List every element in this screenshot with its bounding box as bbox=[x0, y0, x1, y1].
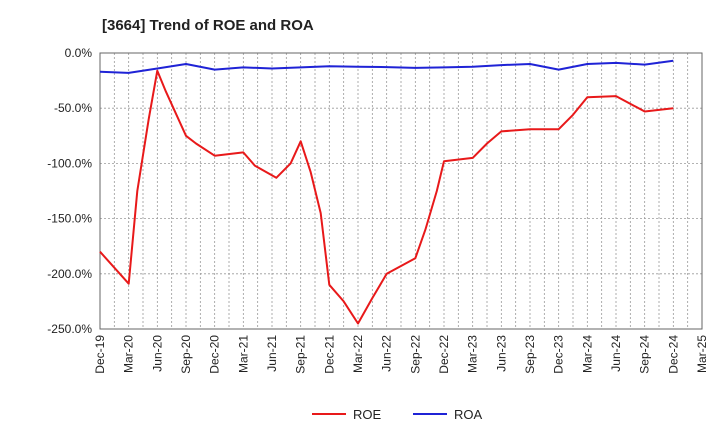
x-tick-label: Dec-22 bbox=[437, 335, 451, 374]
x-tick-label: Dec-21 bbox=[322, 335, 336, 374]
series-lines bbox=[99, 59, 674, 325]
y-tick-label: -50.0% bbox=[54, 101, 92, 115]
x-tick-label: Jun-20 bbox=[150, 335, 164, 372]
y-tick-label: 0.0% bbox=[65, 46, 93, 60]
vertical-gridlines bbox=[113, 53, 689, 329]
x-tick-label: Sep-20 bbox=[179, 335, 193, 374]
x-tick-label: Jun-23 bbox=[494, 335, 508, 372]
horizontal-gridlines bbox=[100, 107, 702, 275]
series-line-roa bbox=[99, 59, 674, 74]
x-tick-label: Dec-23 bbox=[552, 335, 566, 374]
x-tick-label: Dec-20 bbox=[208, 335, 222, 374]
x-tick-label: Dec-24 bbox=[666, 335, 680, 374]
plot-area-frame bbox=[99, 52, 703, 330]
x-tick-label: Mar-22 bbox=[351, 335, 365, 373]
y-tick-label: -200.0% bbox=[47, 267, 92, 281]
x-tick-label: Mar-23 bbox=[466, 335, 480, 373]
y-axis-tick-labels: 0.0% -50.0% -100.0% -150.0% -200.0% -250.0% bbox=[47, 46, 92, 336]
x-tick-label: Mar-21 bbox=[236, 335, 250, 373]
y-tick-label: -100.0% bbox=[47, 156, 92, 170]
x-tick-label: Mar-20 bbox=[122, 335, 136, 373]
y-tick-label: -150.0% bbox=[47, 212, 92, 226]
x-tick-label: Sep-22 bbox=[408, 335, 422, 374]
x-tick-label: Sep-21 bbox=[294, 335, 308, 374]
x-tick-label: Sep-24 bbox=[638, 335, 652, 374]
chart-title: [3664] Trend of ROE and ROA bbox=[102, 17, 314, 34]
x-tick-label: Mar-25 bbox=[695, 335, 709, 373]
x-tick-label: Dec-19 bbox=[93, 335, 107, 374]
y-tick-label: -250.0% bbox=[47, 322, 92, 336]
x-tick-label: Sep-23 bbox=[523, 335, 537, 374]
x-tick-label: Mar-24 bbox=[580, 335, 594, 373]
x-tick-label: Jun-22 bbox=[380, 335, 394, 372]
legend: ROE ROA bbox=[312, 407, 483, 422]
legend-roa-label: ROA bbox=[454, 407, 483, 422]
legend-roe-label: ROE bbox=[353, 407, 382, 422]
x-axis-tick-labels: Dec-19 Mar-20 Jun-20 Sep-20 Dec-20 Mar-21 Jun-… bbox=[93, 335, 709, 374]
x-tick-label: Jun-21 bbox=[265, 335, 279, 372]
x-tick-label: Jun-24 bbox=[609, 335, 623, 372]
series-line-roe bbox=[99, 69, 674, 325]
